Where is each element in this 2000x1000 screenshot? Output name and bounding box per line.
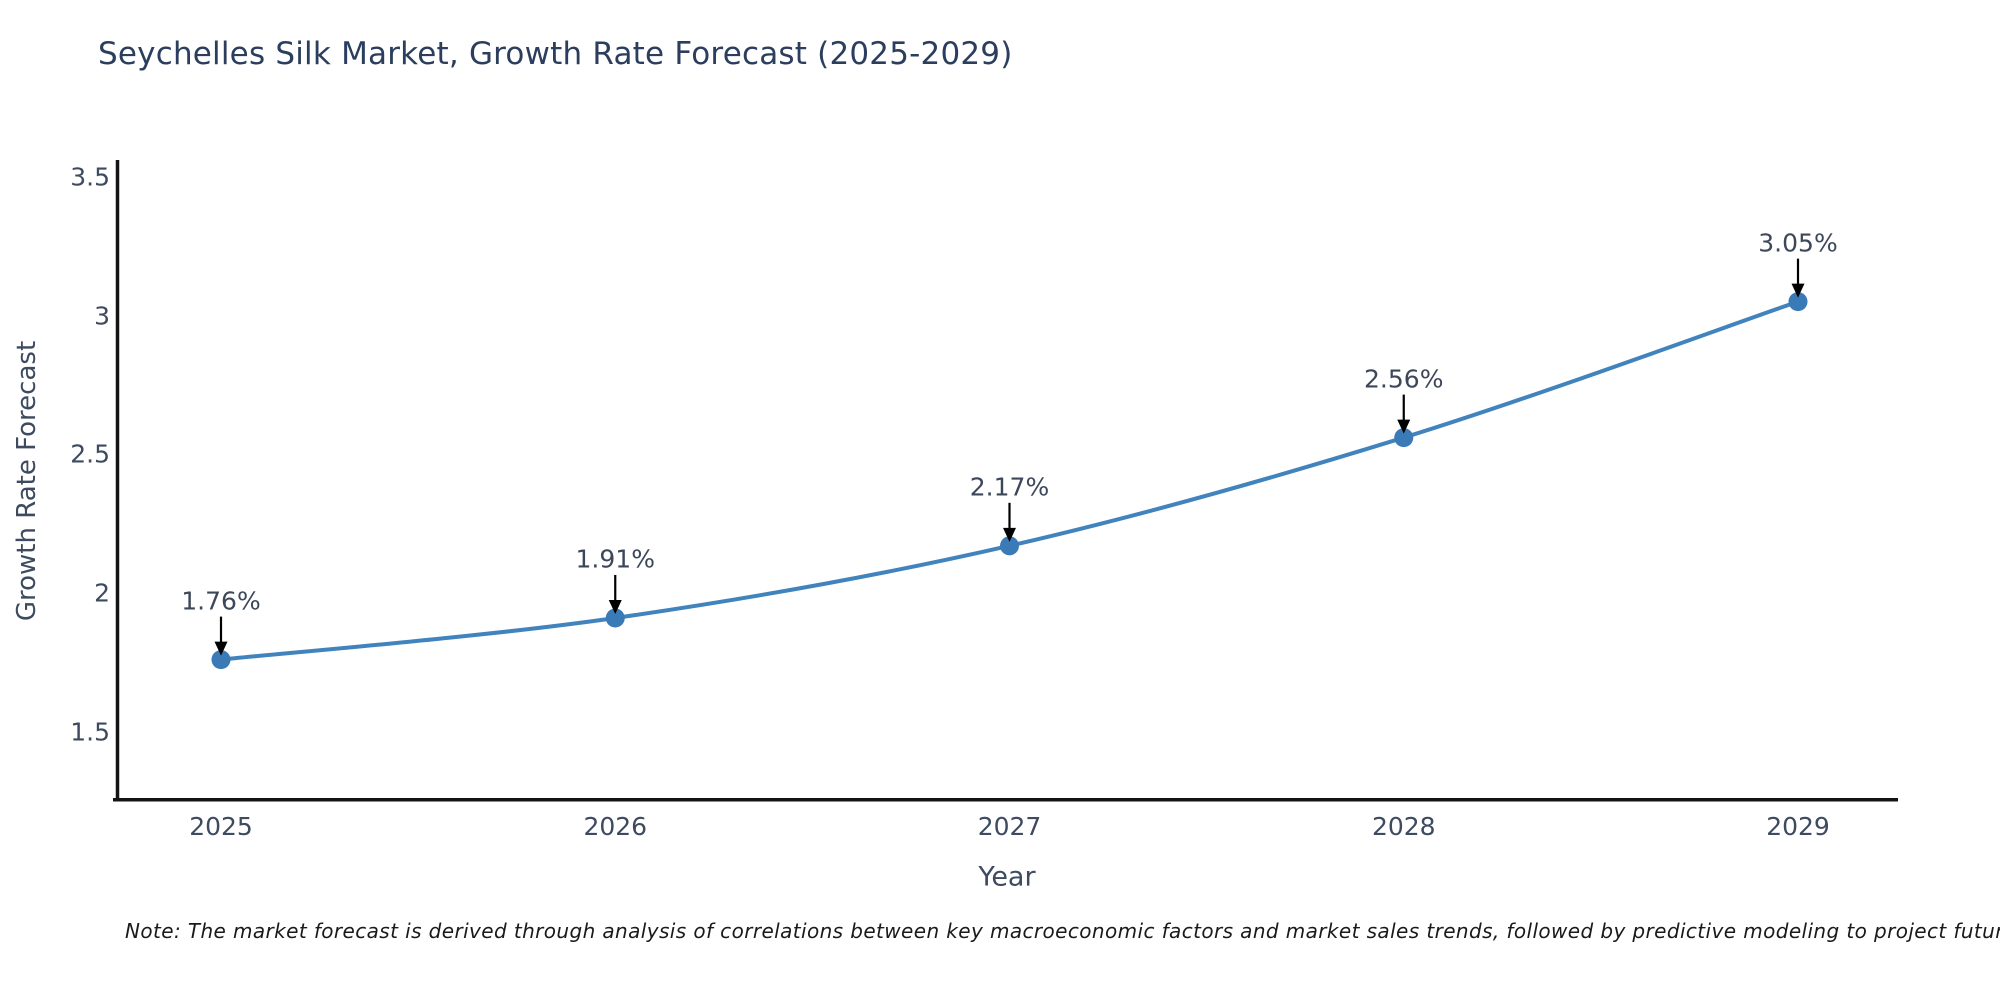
chart-title: Seychelles Silk Market, Growth Rate Fore… bbox=[98, 36, 1013, 72]
chart-note: Note: The market forecast is derived thr… bbox=[125, 919, 2000, 943]
annotation-arrows bbox=[214, 258, 1805, 656]
data-point-marker bbox=[605, 608, 625, 628]
x-tick-label: 2025 bbox=[189, 812, 253, 841]
point-label: 2.17% bbox=[969, 472, 1050, 502]
arrowhead-icon bbox=[1791, 283, 1805, 298]
data-point-marker bbox=[1788, 292, 1808, 312]
y-tick-label: 1.5 bbox=[70, 717, 110, 747]
x-tick-label: 2026 bbox=[583, 812, 648, 841]
arrowhead-icon bbox=[214, 641, 228, 656]
point-label: 1.91% bbox=[575, 544, 655, 574]
y-tick-label: 3 bbox=[94, 301, 110, 330]
arrowhead-icon bbox=[1003, 527, 1016, 542]
point-label: 2.56% bbox=[1364, 364, 1444, 394]
x-axis-title: Year bbox=[978, 861, 1036, 893]
point-label: 1.76% bbox=[181, 586, 261, 616]
y-tick-label: 3.5 bbox=[70, 162, 110, 192]
line-series bbox=[211, 292, 1808, 670]
data-point-marker bbox=[1394, 428, 1414, 448]
y-tick-label: 2 bbox=[94, 578, 110, 608]
data-point-marker bbox=[1000, 536, 1019, 556]
point-label: 3.05% bbox=[1758, 228, 1838, 258]
axis-spines bbox=[113, 160, 1898, 802]
x-tick-label: 2027 bbox=[977, 812, 1042, 841]
arrowhead-icon bbox=[608, 599, 622, 614]
y-tick-label: 2.5 bbox=[70, 439, 110, 469]
data-point-marker bbox=[211, 650, 231, 670]
x-tick-label: 2029 bbox=[1766, 812, 1830, 841]
x-tick-label: 2028 bbox=[1371, 812, 1436, 841]
arrowhead-icon bbox=[1397, 419, 1411, 434]
